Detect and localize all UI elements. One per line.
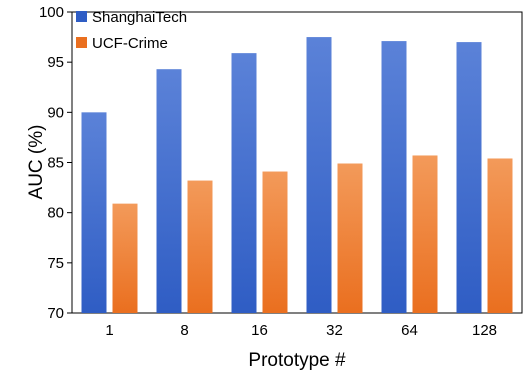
plot-frame (71, 11, 523, 314)
legend-label: UCF-Crime (92, 35, 168, 52)
x-tick-label: 8 (180, 322, 188, 339)
legend-swatch (76, 37, 87, 48)
bar-ucf-crime-128 (487, 158, 513, 313)
y-tick-label: 80 (47, 205, 64, 222)
x-tick-label: 16 (251, 322, 268, 339)
bar-ucf-crime-64 (412, 155, 438, 313)
axes (67, 11, 523, 314)
x-tick-label: 32 (326, 322, 343, 339)
x-axis-label: Prototype # (248, 350, 346, 371)
bar-ucf-crime-8 (187, 180, 213, 313)
bar-shanghaitech-1 (81, 112, 107, 313)
legend-swatch (76, 11, 87, 22)
bar-ucf-crime-1 (112, 203, 138, 313)
y-tick-label: 75 (47, 255, 64, 272)
legend-label: ShanghaiTech (92, 9, 187, 26)
legend: ShanghaiTech UCF-Crime (76, 9, 187, 52)
y-tick-label: 70 (47, 305, 64, 322)
bar-shanghaitech-8 (156, 69, 182, 313)
bars (81, 37, 513, 314)
bar-ucf-crime-16 (262, 171, 288, 313)
bar-shanghaitech-64 (381, 41, 407, 313)
x-tick-label: 1 (105, 322, 113, 339)
bar-shanghaitech-16 (231, 53, 257, 314)
y-tick-label: 90 (47, 104, 64, 121)
x-tick-label: 128 (472, 322, 497, 339)
y-tick-label: 95 (47, 54, 64, 71)
tick-labels: 70 75 80 85 90 95 100 1 8 16 32 64 128 (39, 4, 497, 339)
bar-shanghaitech-32 (306, 37, 332, 313)
bar-shanghaitech-128 (456, 42, 482, 313)
x-tick-label: 64 (401, 322, 418, 339)
y-tick-label: 85 (47, 155, 64, 172)
y-tick-label: 100 (39, 4, 64, 21)
bar-ucf-crime-32 (337, 163, 363, 313)
y-axis-label: AUC (%) (26, 125, 47, 200)
